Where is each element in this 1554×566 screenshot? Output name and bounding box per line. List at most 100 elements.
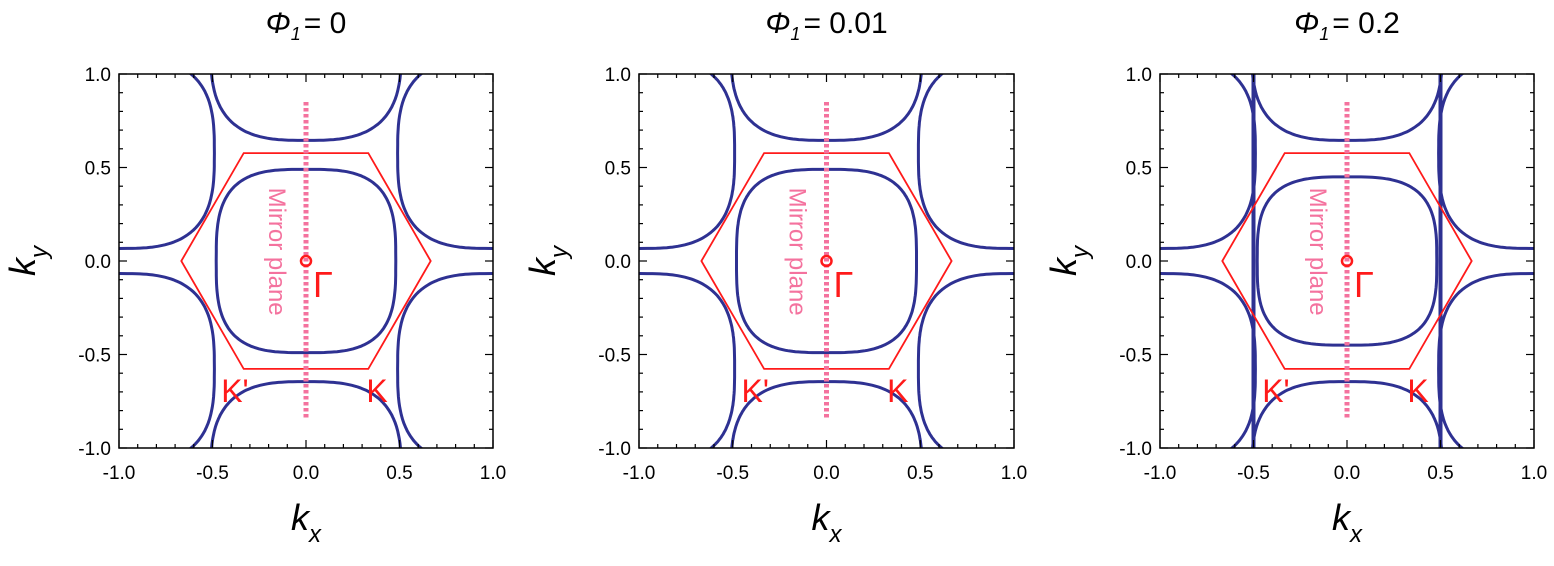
outer-contour-5 (916, 271, 1014, 448)
inner-contour (214, 167, 398, 355)
x-tick-label: -0.5 (196, 463, 229, 484)
brillouin-zone (700, 152, 953, 370)
brillouin-zone (180, 152, 432, 370)
y-tick-label: -1.0 (1119, 439, 1152, 460)
y-axis-sub: y (1067, 244, 1094, 260)
chart-title: Φ1 = 0.2 (1294, 7, 1400, 44)
x-tick-label: 0.5 (1427, 463, 1453, 484)
outer-contour-4 (1160, 74, 1257, 251)
axis-ticks (118, 73, 494, 449)
gamma-label: Γ (313, 264, 333, 305)
k-point-label: K (887, 373, 908, 409)
y-axis-title: ky (522, 244, 573, 276)
y-axis-title: ky (1043, 244, 1094, 276)
k-point-label: K' (742, 373, 769, 409)
mirror-plane-label: Mirror plane (784, 188, 811, 316)
x-tick-label: 1.0 (1521, 463, 1547, 484)
outer-contour-6 (639, 271, 737, 448)
title-symbol: Φ (266, 7, 291, 40)
outer-contour-1 (210, 74, 402, 142)
x-tick-label: -0.5 (1237, 463, 1270, 484)
x-tick-label: -1.0 (103, 463, 136, 484)
outer-contour-1 (730, 74, 923, 142)
outer-contour-3 (916, 74, 1014, 251)
y-tick-label: 0.5 (1126, 159, 1152, 180)
x-tick-label: 0.0 (1334, 463, 1360, 484)
brillouin-zone (1221, 152, 1473, 370)
x-tick-label: 1.0 (1001, 463, 1027, 484)
k-point-label: K (1407, 373, 1428, 409)
gamma-point-marker (820, 254, 833, 268)
y-tick-label: -1.0 (598, 439, 631, 460)
plot-area (119, 74, 493, 448)
chart-title: Φ1 = 0.01 (765, 7, 887, 44)
outer-contour-4 (119, 74, 216, 251)
outer-contour-5 (1437, 271, 1534, 448)
y-tick-label: -0.5 (1119, 346, 1152, 367)
plot-area (639, 74, 1014, 448)
mirror-plane-label: Mirror plane (1304, 188, 1331, 316)
title-value: = 0.01 (803, 7, 887, 40)
x-axis-sub: x (829, 521, 843, 548)
x-axis-sub: x (308, 521, 322, 548)
title-symbol: Φ (765, 7, 790, 40)
y-tick-label: 1.0 (605, 65, 631, 86)
k-point-label: K' (221, 373, 248, 409)
gamma-label: Γ (834, 264, 854, 305)
y-tick-label: 0.0 (1126, 252, 1152, 273)
x-tick-label: 0.0 (293, 463, 319, 484)
x-axis-main: k (1332, 497, 1352, 538)
outer-contour-1 (1251, 74, 1443, 142)
x-tick-label: -1.0 (623, 463, 656, 484)
axis-ticks (1159, 73, 1535, 449)
axis-ticks (638, 73, 1015, 449)
y-axis-sub: y (26, 244, 53, 260)
y-tick-label: 0.5 (85, 159, 111, 180)
x-axis-title: kx (1332, 497, 1363, 548)
chart-panel-3: -1.0 -0.5 0.0 0.5 1.0 1.0 0.5 0.0 -0.5 -1.0 Φ1 = 0.… (1043, 7, 1547, 548)
y-tick-label: -1.0 (78, 439, 111, 460)
chart-panel-2: -1.0 -0.5 0.0 0.5 1.0 1.0 0.5 0.0 -0.5 -1.0 Φ1 = 0.… (522, 7, 1027, 548)
y-axis-main: k (522, 256, 563, 276)
k-point-label: K (366, 373, 387, 409)
gamma-point-marker (1340, 254, 1354, 268)
y-tick-label: 0.0 (85, 252, 111, 273)
x-axis-main: k (291, 497, 311, 538)
y-axis-main: k (1043, 256, 1084, 276)
y-tick-label: 0.0 (605, 252, 631, 273)
outer-contour-3 (396, 74, 493, 251)
y-tick-label: -0.5 (598, 346, 631, 367)
k-point-label: K' (1262, 373, 1289, 409)
x-axis-title: kx (812, 497, 843, 548)
x-tick-label: 0.5 (907, 463, 933, 484)
x-tick-label: 0.0 (813, 463, 839, 484)
x-tick-label: -1.0 (1144, 463, 1177, 484)
inner-contour (1255, 175, 1439, 347)
title-subscript: 1 (790, 24, 800, 44)
y-tick-label: 0.5 (605, 159, 631, 180)
outer-contour-6 (1160, 271, 1257, 448)
y-tick-label: 1.0 (85, 65, 111, 86)
outer-contour-5 (396, 271, 493, 448)
x-tick-label: -0.5 (716, 463, 749, 484)
outer-contour-2 (210, 380, 402, 448)
inner-contour (735, 167, 918, 355)
x-axis-sub: x (1349, 521, 1363, 548)
title-subscript: 1 (1319, 24, 1329, 44)
x-axis-main: k (812, 497, 832, 538)
outer-contour-6 (119, 271, 216, 448)
y-tick-label: -0.5 (78, 346, 111, 367)
x-tick-label: 1.0 (480, 463, 506, 484)
y-axis-sub: y (546, 244, 573, 260)
gamma-point-marker (299, 254, 313, 268)
y-axis-title: ky (2, 244, 53, 276)
title-subscript: 1 (291, 24, 301, 44)
y-tick-label: 1.0 (1126, 65, 1152, 86)
y-axis-main: k (2, 256, 43, 276)
outer-contour-2 (730, 380, 923, 448)
title-value: = 0 (304, 7, 347, 40)
mirror-plane-label: Mirror plane (263, 188, 290, 316)
chart-title: Φ1 = 0 (266, 7, 347, 44)
title-value: = 0.2 (1332, 7, 1400, 40)
